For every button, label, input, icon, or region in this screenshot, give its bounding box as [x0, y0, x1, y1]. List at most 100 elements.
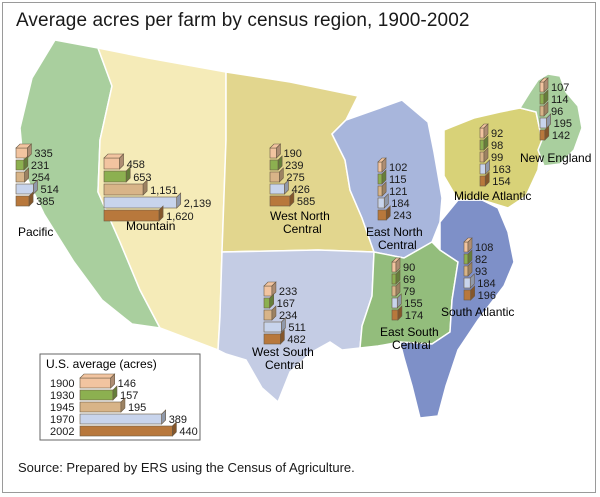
value-label-east-south-central-1970: 155	[404, 298, 422, 310]
bar-side-new-england-1930	[543, 89, 549, 105]
value-label-east-north-central-2002: 243	[393, 210, 411, 222]
bar-west-south-central-1970	[263, 321, 282, 333]
bar-side-mountain-1930	[125, 166, 131, 183]
value-label-south-atlantic-1930: 82	[475, 254, 487, 266]
value-label-west-south-central-1945: 234	[279, 310, 297, 322]
bar-side-east-north-central-1900	[381, 157, 387, 173]
bar-side-west-north-central-1945	[279, 167, 284, 183]
value-label-pacific-1930: 231	[31, 160, 49, 172]
label-east-north-central-line1: East North	[366, 225, 423, 239]
value-label-west-north-central-2002: 585	[297, 196, 315, 208]
bar-new-england-2002	[539, 129, 546, 141]
bar-side-pacific-2002	[28, 191, 34, 207]
bar-side-middle-atlantic-2002	[484, 171, 490, 187]
bar-legend-2002	[79, 425, 173, 437]
bar-side-middle-atlantic-1900	[483, 123, 489, 139]
value-label-east-south-central-1930: 69	[403, 274, 415, 286]
bar-side-west-north-central-1930	[277, 155, 283, 171]
label-mountain: Mountain	[126, 219, 175, 233]
value-label-legend-1945: 195	[128, 402, 146, 414]
bar-mountain-1930	[103, 170, 127, 183]
label-east-south-central-line1: East South	[380, 325, 439, 339]
bar-legend-1970	[79, 413, 162, 425]
value-label-east-north-central-1900: 102	[389, 162, 407, 174]
label-west-south-central-line1: West South	[252, 345, 314, 359]
bar-west-south-central-1900	[263, 285, 273, 297]
value-label-middle-atlantic-1970: 163	[493, 164, 511, 176]
bar-side-south-atlantic-1970	[469, 273, 475, 289]
bar-mountain-1945	[103, 183, 144, 196]
value-label-pacific-1900: 335	[34, 148, 52, 160]
bar-pacific-1930	[15, 159, 25, 171]
bar-side-new-england-1900	[543, 77, 549, 93]
bar-middle-atlantic-1930	[479, 139, 485, 151]
bar-side-pacific-1970	[33, 179, 38, 195]
bar-legend-1930	[79, 389, 114, 401]
bar-side-south-atlantic-1930	[467, 249, 473, 265]
bar-east-north-central-1930	[377, 173, 383, 185]
value-label-legend-2002: 440	[179, 426, 197, 438]
bar-side-south-atlantic-2002	[470, 285, 475, 301]
bar-south-atlantic-1945	[463, 265, 469, 277]
value-label-south-atlantic-1900: 108	[475, 242, 493, 254]
bar-east-north-central-1900	[377, 161, 383, 173]
label-east-south-central-line2: Central	[392, 338, 431, 352]
bar-side-east-south-central-1900	[395, 257, 401, 273]
bar-side-legend-1930	[112, 385, 118, 401]
bar-east-south-central-1900	[391, 261, 397, 273]
bar-pacific-2002	[15, 195, 30, 207]
value-label-west-north-central-1930: 239	[285, 160, 303, 172]
bar-west-north-central-1900	[269, 147, 277, 159]
value-label-pacific-2002: 385	[36, 196, 54, 208]
bar-side-new-england-1945	[543, 101, 549, 117]
bar-side-east-north-central-1970	[383, 193, 389, 209]
legend-year-1900: 1900	[50, 378, 74, 390]
value-label-mountain-1900: 458	[127, 159, 145, 171]
value-label-mountain-2002: 1,620	[166, 211, 194, 223]
value-label-new-england-1945: 96	[551, 106, 563, 118]
bar-west-south-central-2002	[263, 333, 281, 345]
bar-east-south-central-1970	[391, 297, 398, 309]
value-label-east-south-central-1945: 79	[403, 286, 415, 298]
value-label-east-south-central-1900: 90	[403, 262, 415, 274]
bar-side-mountain-1970	[176, 192, 182, 209]
bar-middle-atlantic-1945	[479, 151, 485, 163]
value-label-west-north-central-1970: 426	[291, 184, 309, 196]
bar-side-west-south-central-2002	[280, 329, 285, 345]
bar-side-west-north-central-2002	[289, 191, 295, 207]
bar-side-east-south-central-1945	[395, 281, 401, 297]
map-title: Average acres per farm by census region,…	[16, 10, 470, 31]
bar-new-england-1945	[539, 105, 545, 117]
legend-year-1930: 1930	[50, 390, 74, 402]
value-label-east-north-central-1970: 184	[391, 198, 409, 210]
bar-side-south-atlantic-1900	[467, 237, 473, 253]
bar-side-east-north-central-1930	[381, 169, 387, 185]
bar-pacific-1900	[15, 147, 28, 159]
bar-south-atlantic-1900	[463, 241, 469, 253]
value-label-middle-atlantic-1945: 99	[491, 152, 503, 164]
value-label-west-north-central-1945: 275	[286, 172, 304, 184]
bar-middle-atlantic-2002	[479, 175, 486, 187]
value-label-west-south-central-1930: 167	[277, 298, 295, 310]
bar-side-west-north-central-1970	[284, 179, 289, 195]
bar-new-england-1970	[539, 117, 547, 129]
value-label-south-atlantic-1970: 184	[477, 278, 495, 290]
bar-east-south-central-1930	[391, 273, 397, 285]
bar-side-east-south-central-1970	[396, 293, 402, 309]
bar-side-new-england-2002	[544, 125, 550, 141]
bar-side-legend-2002	[172, 421, 177, 437]
bar-side-west-south-central-1900	[271, 281, 277, 297]
bar-side-middle-atlantic-1930	[483, 135, 489, 151]
label-new-england: New England	[520, 151, 591, 165]
value-label-mountain-1970: 2,139	[184, 198, 212, 210]
bar-side-west-south-central-1970	[281, 317, 286, 333]
